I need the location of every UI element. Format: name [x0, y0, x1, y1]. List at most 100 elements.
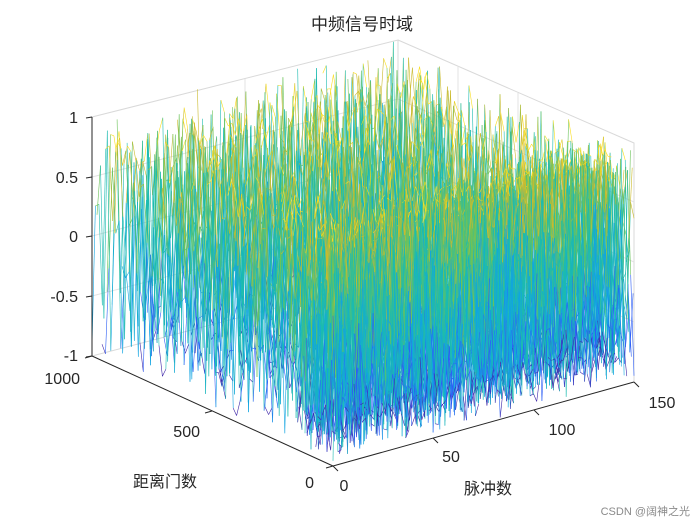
mesh-line — [426, 72, 431, 89]
mesh-line — [419, 141, 424, 147]
mesh-line — [168, 262, 173, 320]
mesh-line — [214, 145, 219, 168]
mesh-line — [218, 372, 223, 387]
mesh-line — [105, 145, 110, 149]
mesh-line — [193, 131, 198, 166]
mesh-line — [264, 131, 269, 160]
mesh-line — [161, 188, 166, 221]
mesh-line — [414, 172, 418, 176]
mesh-line — [317, 113, 322, 150]
mesh-line — [119, 138, 124, 217]
mesh-line — [435, 140, 440, 163]
mesh-line — [96, 165, 101, 215]
mesh-line — [341, 70, 346, 173]
mesh-line — [389, 158, 393, 194]
mesh-line — [157, 130, 162, 251]
mesh-line — [533, 393, 537, 402]
mesh-line — [387, 56, 392, 83]
mesh-line — [419, 66, 424, 90]
mesh-line — [170, 318, 175, 363]
mesh-line — [293, 90, 298, 114]
mesh-line — [572, 149, 577, 153]
mesh-line — [196, 224, 201, 290]
mesh-line — [178, 150, 183, 323]
mesh-line — [139, 183, 144, 188]
mesh-line — [239, 246, 244, 364]
mesh-line — [144, 132, 149, 162]
mesh-line — [387, 197, 391, 202]
mesh-line — [143, 183, 148, 243]
mesh-line — [463, 371, 468, 421]
mesh-line — [233, 211, 238, 239]
mesh-line — [185, 343, 190, 354]
mesh-line — [346, 115, 351, 143]
mesh-line — [616, 165, 620, 186]
mesh-line — [380, 111, 385, 115]
mesh-line — [544, 147, 549, 170]
mesh-line — [124, 164, 129, 340]
mesh-line — [392, 411, 397, 420]
mesh-line — [260, 244, 265, 411]
mesh-line — [217, 158, 222, 168]
mesh-line — [165, 141, 169, 148]
mesh-line — [309, 121, 314, 140]
mesh-line — [212, 310, 217, 408]
mesh-line — [318, 132, 323, 187]
mesh-line — [232, 143, 237, 148]
mesh-line — [630, 274, 635, 376]
mesh-line — [237, 197, 242, 217]
mesh-line — [118, 220, 123, 354]
mesh-line — [180, 297, 185, 302]
mesh-line — [174, 233, 179, 373]
mesh-line — [335, 187, 340, 202]
mesh-line — [391, 121, 396, 157]
mesh-line — [189, 250, 194, 382]
mesh-line — [309, 151, 314, 172]
mesh-line — [127, 145, 132, 152]
mesh-line — [499, 94, 504, 180]
mesh-line — [258, 118, 263, 131]
mesh-line — [224, 195, 229, 383]
mesh-line — [408, 162, 413, 168]
mesh-line — [452, 185, 457, 191]
mesh-line — [112, 147, 117, 222]
mesh-line — [218, 169, 223, 219]
mesh-line — [170, 310, 174, 330]
mesh-line — [209, 126, 214, 141]
mesh-line — [317, 195, 322, 219]
mesh-line — [299, 162, 304, 176]
mesh-line — [430, 149, 435, 177]
mesh-line — [559, 142, 564, 157]
mesh-line — [196, 191, 200, 235]
mesh-line — [406, 134, 410, 195]
mesh-line — [428, 115, 433, 125]
mesh-line — [213, 149, 218, 201]
mesh-line — [330, 88, 335, 132]
mesh-line — [320, 140, 325, 168]
mesh-line — [248, 163, 253, 205]
mesh-line — [149, 303, 154, 350]
mesh-line — [281, 222, 286, 247]
mesh-line — [213, 247, 218, 268]
mesh-line — [150, 227, 155, 366]
mesh-line — [522, 114, 527, 194]
mesh-line — [492, 134, 497, 164]
mesh-line — [184, 171, 189, 344]
mesh-line — [251, 279, 256, 311]
mesh-line — [181, 192, 186, 243]
mesh-line — [176, 196, 181, 354]
mesh-line — [226, 120, 231, 154]
mesh-line — [213, 169, 218, 268]
mesh-line — [232, 97, 237, 119]
mesh-line — [249, 378, 254, 383]
mesh-line — [531, 143, 536, 151]
mesh-line — [195, 236, 199, 272]
mesh-line — [181, 139, 186, 151]
mesh-line — [449, 121, 454, 149]
mesh-line — [260, 225, 265, 271]
mesh-line — [141, 196, 146, 310]
mesh-line — [260, 193, 265, 215]
mesh-line — [436, 401, 441, 411]
mesh-line — [355, 165, 360, 224]
mesh-line — [286, 165, 291, 210]
